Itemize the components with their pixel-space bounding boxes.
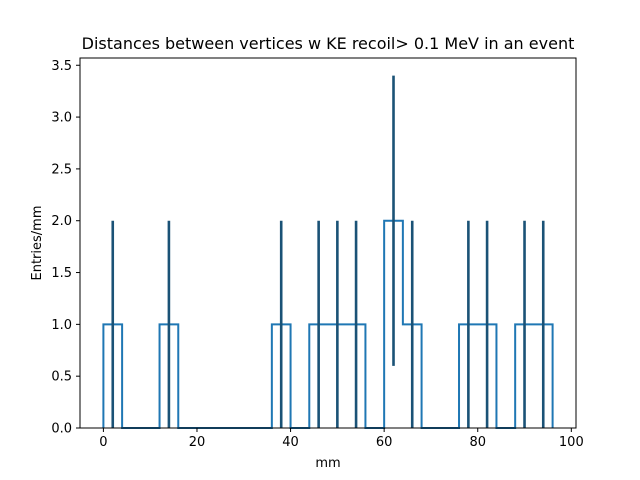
- histogram-step-line: [102, 219, 554, 429]
- x-tick-label: 20: [189, 435, 206, 450]
- y-tick-label: 2.0: [51, 214, 72, 229]
- y-axis-ticks: 0.0 0.5 1.0 1.5 2.0 2.5 3.0 3.5: [51, 59, 80, 437]
- x-tick-label: 40: [282, 435, 299, 450]
- y-tick-label: 3.0: [51, 111, 72, 126]
- x-axis-ticks: 0 20 40 60 80 100: [99, 428, 584, 450]
- x-tick-label: 60: [376, 435, 393, 450]
- y-tick-label: 3.5: [51, 59, 72, 74]
- y-axis-label: Entries/mm: [30, 206, 45, 281]
- x-tick-label: 100: [559, 435, 584, 450]
- x-tick-label: 80: [469, 435, 486, 450]
- chart-title: Distances between vertices w KE recoil> …: [82, 34, 575, 53]
- plot-area: [102, 75, 554, 429]
- y-tick-label: 2.5: [51, 162, 72, 177]
- y-tick-label: 1.0: [51, 318, 72, 333]
- axes-frame: [79, 57, 577, 429]
- y-tick-label: 1.5: [51, 266, 72, 281]
- x-tick-label: 0: [99, 435, 107, 450]
- x-axis-label: mm: [315, 456, 340, 471]
- y-tick-label: 0.0: [51, 422, 72, 437]
- y-tick-label: 0.5: [51, 370, 72, 385]
